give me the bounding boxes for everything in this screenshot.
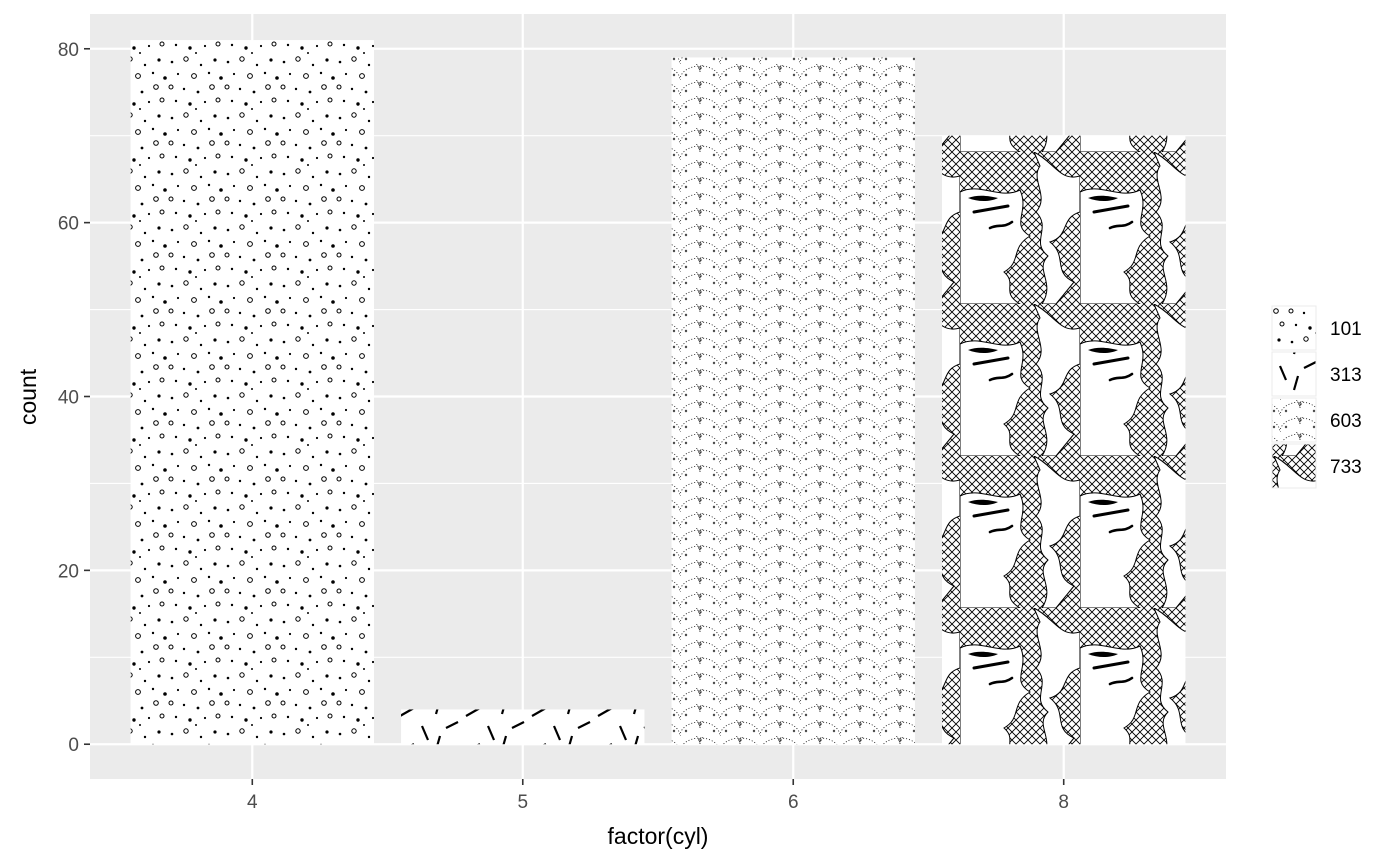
- y-tick-label: 20: [58, 561, 79, 582]
- bar-5: [401, 709, 645, 745]
- bars: [130, 40, 1186, 745]
- legend-label-733: 733: [1330, 457, 1362, 478]
- bar-6: [671, 57, 915, 745]
- x-tick-label: 6: [788, 792, 799, 813]
- y-tick-label: 0: [68, 735, 79, 756]
- bar-4: [130, 40, 374, 745]
- bar-8: [942, 135, 1186, 745]
- legend-key-101: [1271, 305, 1317, 351]
- y-tick-label: 40: [58, 388, 79, 409]
- x-tick-label: 5: [517, 792, 528, 813]
- legend-label-603: 603: [1330, 411, 1362, 432]
- y-tick-label: 80: [58, 40, 79, 61]
- y-tick-label: 60: [58, 214, 79, 235]
- legend-label-101: 101: [1330, 319, 1362, 340]
- x-axis-title: factor(cyl): [608, 823, 709, 849]
- legend-key-313: [1271, 351, 1317, 397]
- legend-key-603: [1271, 397, 1317, 443]
- legend: 101 313 603 733: [1271, 305, 1362, 489]
- y-axis: 0 20 40 60 80: [58, 40, 90, 756]
- y-axis-title: count: [15, 368, 41, 425]
- x-axis: 4 5 6 8: [247, 779, 1069, 813]
- x-tick-label: 8: [1058, 792, 1069, 813]
- legend-label-313: 313: [1330, 365, 1362, 386]
- x-tick-label: 4: [247, 792, 258, 813]
- legend-key-733: [1271, 443, 1317, 489]
